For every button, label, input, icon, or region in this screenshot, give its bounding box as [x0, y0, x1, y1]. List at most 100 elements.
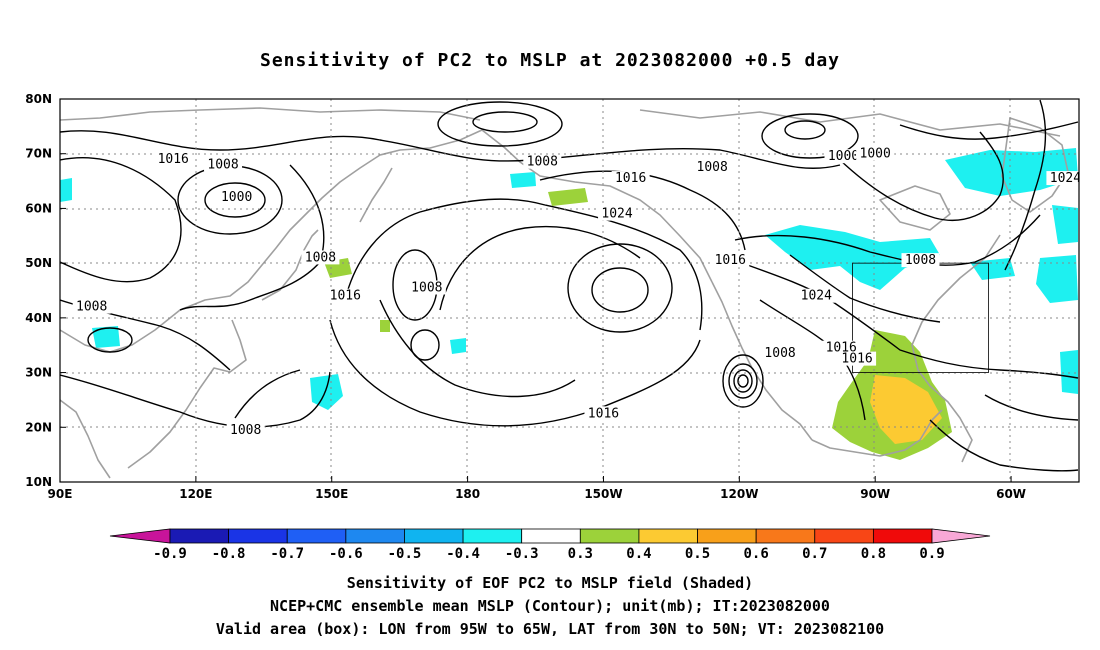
colorbar-segment	[404, 528, 464, 544]
lat-tick-label: 50N	[25, 256, 52, 270]
shade-negative-area	[1060, 350, 1078, 394]
axis-labels: 90E 120E 150E 180 150W 120W 90W 60W 80N 70N 60N 50N…	[25, 92, 1026, 501]
contour-line	[60, 371, 331, 428]
contour-label: 1008	[207, 157, 238, 172]
shade-negative-area	[510, 172, 536, 188]
contour-line	[472, 111, 538, 133]
contour-label-bg	[693, 160, 732, 175]
contour-line	[728, 363, 758, 399]
contour-label-bg	[838, 351, 877, 366]
coastline-hudson-bay	[879, 185, 951, 231]
lon-tick-label: 120E	[179, 487, 212, 501]
contour-line	[567, 243, 673, 333]
contour-label-bg	[326, 288, 365, 303]
lon-tick-label: 90E	[48, 487, 73, 501]
shade-negative-area	[450, 338, 466, 354]
contour-label: 1000	[860, 146, 891, 161]
contour-line	[784, 120, 826, 140]
contour-line	[719, 254, 1079, 379]
contour-line	[60, 130, 841, 169]
contour-label-bg	[824, 149, 863, 164]
contour-line	[87, 327, 133, 353]
contour-label: 1008	[905, 253, 936, 268]
contour-line	[733, 369, 753, 393]
contour-line	[344, 198, 703, 331]
contour-label-bg	[301, 250, 340, 265]
contour-line	[60, 157, 182, 283]
colorbar-segment	[169, 528, 230, 544]
lon-tick-label: 180	[455, 487, 480, 501]
colorbar-segment	[638, 528, 698, 544]
contour-label: 1000	[221, 190, 252, 205]
contour-label-bg	[822, 340, 861, 355]
coastline-greenland	[1001, 117, 1069, 213]
caption-line-1: Sensitivity of EOF PC2 to MSLP field (Sh…	[346, 574, 754, 592]
colorbar-label: -0.9	[153, 546, 187, 562]
caption-line-2: NCEP+CMC ensemble mean MSLP (Contour); u…	[270, 597, 830, 615]
contour-label: 1016	[841, 352, 872, 367]
colorbar-label: 0.7	[802, 546, 827, 562]
coastline-siberia-arctic	[60, 107, 481, 121]
contour-label: 1008	[411, 281, 442, 296]
shade-negative-area	[92, 326, 120, 348]
contour-label: 1000	[828, 149, 859, 164]
contour-line	[234, 369, 301, 419]
coastline-west-north-america	[711, 281, 813, 441]
contour-label-bg	[901, 253, 940, 268]
mslp-contours	[60, 99, 1079, 472]
contour-label: 1008	[230, 423, 261, 438]
contour-line	[329, 319, 701, 427]
contour-line	[839, 131, 1004, 221]
contour-label: 1024	[601, 207, 632, 222]
shaded-sensitivity-areas	[60, 148, 1078, 460]
colorbar-end-low	[109, 528, 171, 544]
contour-line	[789, 254, 941, 323]
contour-label-bg	[711, 253, 750, 268]
contour-line	[591, 267, 649, 313]
contour-line	[1004, 99, 1047, 271]
contour-line	[737, 374, 749, 388]
contour-line	[204, 182, 266, 218]
shade-positive-area	[548, 188, 588, 206]
contour-line	[539, 170, 746, 251]
contour-label: 1016	[715, 253, 746, 268]
colorbar-segment	[521, 528, 581, 544]
colorbar-segment	[755, 528, 816, 544]
colorbar-label: -0.7	[270, 546, 304, 562]
lon-tick-label: 150W	[584, 487, 622, 501]
lon-tick-label: 150E	[315, 487, 348, 501]
contour-label: 1016	[588, 406, 619, 421]
contour-label-bg	[523, 154, 562, 169]
colorbar-end-high	[931, 528, 991, 544]
contour-label-bg	[611, 171, 650, 186]
colorbar-label: -0.6	[329, 546, 363, 562]
colorbar-label: -0.4	[446, 546, 480, 562]
contour-label-bg	[856, 146, 895, 161]
colorbar: -0.9 -0.8 -0.7 -0.6 -0.5 -0.4 -0.3 0.3 0.4 0.5 0.6…	[109, 528, 991, 562]
colorbar-segment	[228, 528, 288, 544]
contour-label: 1024	[1050, 171, 1081, 186]
contour-line	[410, 329, 440, 361]
colorbar-segment	[345, 528, 405, 544]
lat-tick-label: 80N	[25, 92, 52, 106]
shade-negative-area	[765, 225, 940, 290]
lat-tick-label: 60N	[25, 201, 52, 215]
contour-line	[761, 113, 859, 159]
colorbar-segment	[697, 528, 757, 544]
coastline-japan	[261, 229, 319, 301]
colorbar-label: 0.9	[919, 546, 944, 562]
contour-line	[179, 164, 325, 311]
contour-label-bg	[761, 346, 800, 361]
contour-label-bg	[226, 422, 265, 437]
contour-line	[722, 354, 764, 408]
colorbar-segment	[872, 528, 933, 544]
contour-label: 1008	[527, 155, 558, 170]
lat-tick-label: 70N	[25, 147, 52, 161]
colorbar-label: -0.5	[388, 546, 422, 562]
lat-tick-label: 30N	[25, 366, 52, 380]
contour-line	[379, 299, 576, 398]
coastline-canada-north	[639, 109, 1061, 137]
coastline-kamchatka	[359, 167, 393, 223]
shade-negative-area	[60, 178, 72, 202]
contour-label-bg	[217, 190, 256, 205]
